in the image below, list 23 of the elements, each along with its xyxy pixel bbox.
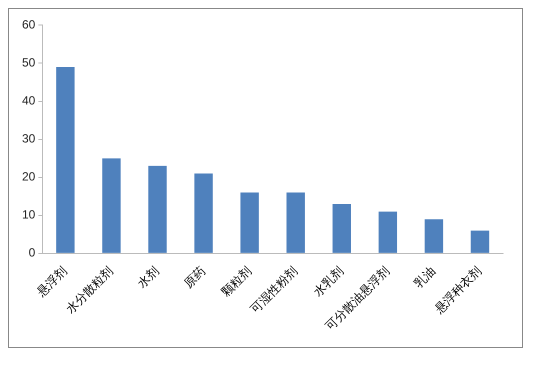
bar [470, 230, 490, 253]
bar [378, 212, 398, 253]
x-tick-label: 悬浮剂 [34, 264, 70, 300]
y-tick-label: 50 [22, 56, 36, 70]
y-tick-label: 30 [22, 132, 36, 146]
bar [286, 192, 305, 253]
bar [102, 158, 121, 253]
bar [240, 192, 259, 253]
x-tick-label: 水乳剂 [310, 264, 346, 300]
bar [424, 219, 444, 253]
y-tick-label: 10 [22, 208, 36, 222]
y-tick-label: 40 [22, 94, 36, 108]
x-tick-label: 颗粒剂 [218, 264, 254, 300]
bar [148, 166, 167, 253]
y-tick-label: 60 [22, 18, 36, 32]
bar [332, 204, 351, 253]
bar [56, 67, 75, 253]
x-tick-label: 乳油 [411, 264, 438, 291]
x-tick-label: 水剂 [134, 264, 162, 291]
bar [194, 174, 213, 253]
y-tick-label: 20 [22, 170, 36, 184]
y-tick-label: 0 [28, 246, 36, 260]
x-tick-label: 原药 [181, 264, 208, 291]
